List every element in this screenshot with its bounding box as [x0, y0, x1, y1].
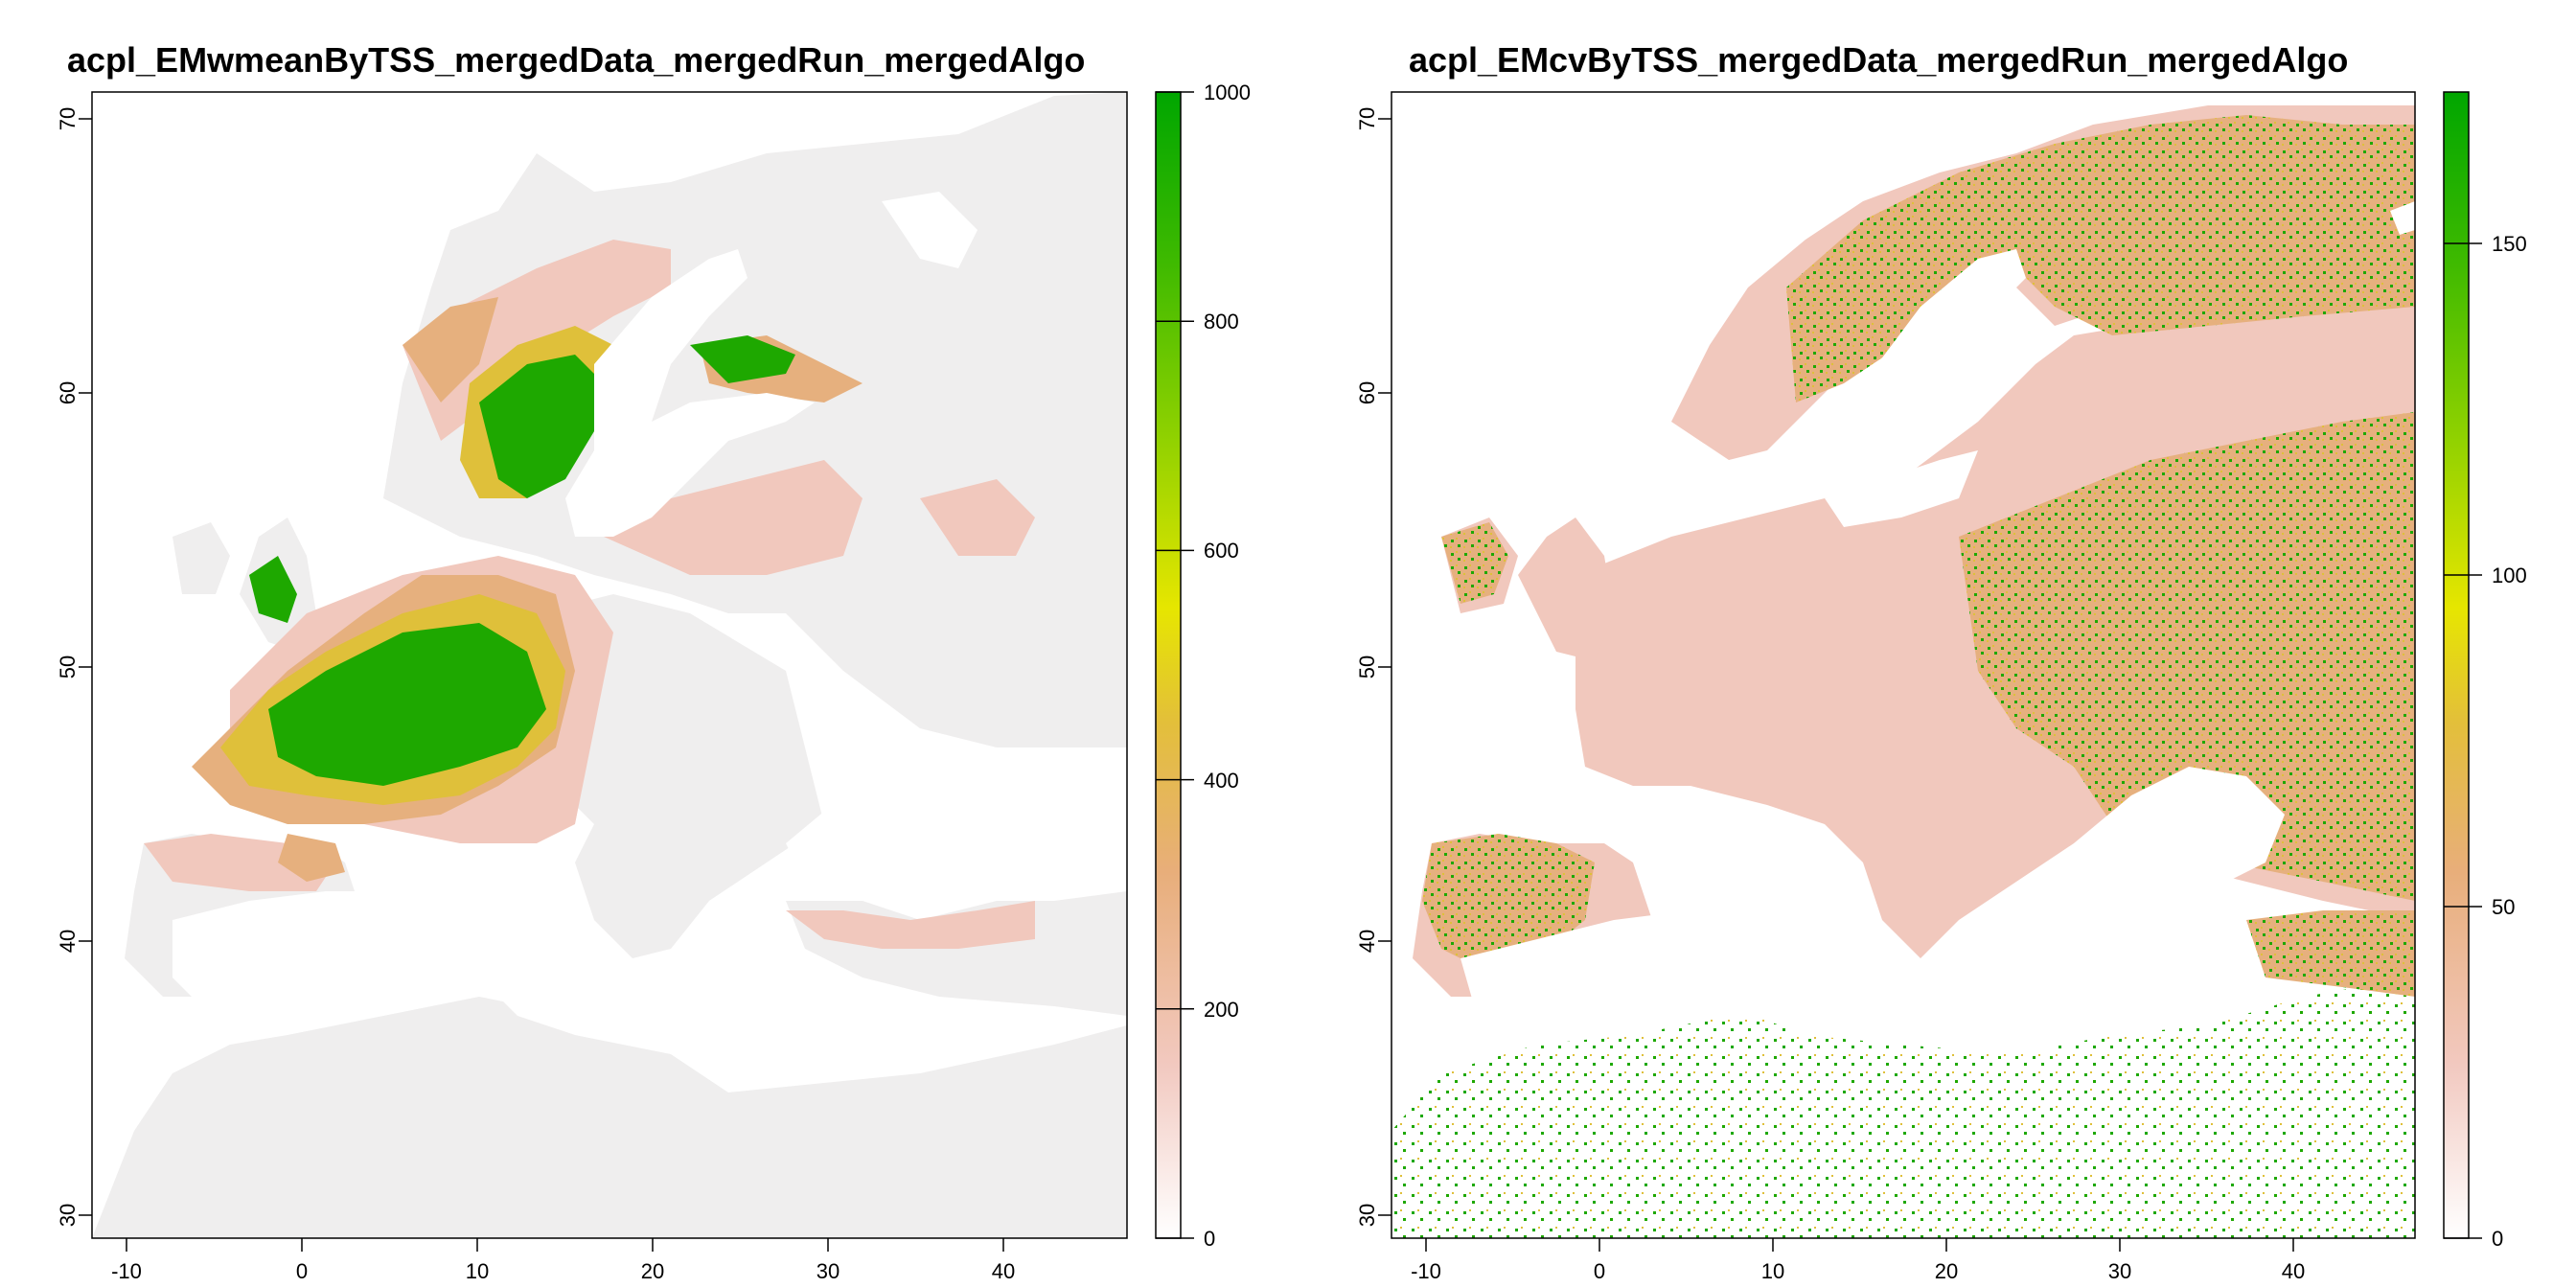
x-tick-label: 10 — [466, 1259, 489, 1283]
y-tick-label: 40 — [1355, 930, 1379, 953]
tan-region — [278, 834, 345, 882]
speckle-region — [1422, 834, 1595, 968]
legend-tick-label: 0 — [2492, 1227, 2503, 1251]
sparse-region — [1392, 978, 2415, 1238]
sea — [2074, 767, 2285, 891]
x-tick-label: 0 — [296, 1259, 308, 1283]
x-tick-label: 0 — [1594, 1259, 1605, 1283]
y-tick-label: 60 — [56, 381, 80, 404]
pink-region — [786, 901, 1035, 949]
legend-tick-label: 100 — [2492, 564, 2527, 587]
land-mass — [172, 522, 230, 594]
tan-region — [402, 297, 498, 402]
y-axis: 30 40 50 60 70 — [1355, 107, 1392, 1227]
green-region — [249, 556, 297, 623]
y-tick-label: 50 — [56, 656, 80, 678]
raster-map — [1392, 92, 2415, 1238]
y-tick-label: 30 — [56, 1204, 80, 1227]
x-axis: -10 0 10 20 30 40 — [111, 1238, 1015, 1283]
sea — [1460, 901, 2074, 1045]
legend-tick-label: 600 — [1204, 539, 1239, 563]
green-region — [479, 355, 604, 498]
pink-region — [604, 460, 862, 575]
green-region — [690, 335, 795, 383]
legend-colorbar — [1155, 91, 1182, 1239]
x-tick-label: 10 — [1761, 1259, 1784, 1283]
legend-tick-label: 1000 — [1204, 80, 1251, 104]
legend-tick-label: 400 — [1204, 769, 1239, 793]
x-tick-label: 40 — [2282, 1259, 2305, 1283]
map-panel-right: acpl_EMcvByTSS_mergedData_mergedRun_merg… — [1288, 0, 2576, 1288]
speckle-region — [1441, 522, 1508, 604]
y-tick-label: 70 — [1355, 107, 1379, 130]
map-panel-left: acpl_EMwmeanByTSS_mergedData_mergedRun_m… — [56, 40, 1251, 1283]
legend-tick-label: 50 — [2492, 895, 2515, 919]
legend-tick-label: 0 — [1204, 1227, 1215, 1251]
x-tick-label: 20 — [641, 1259, 664, 1283]
land-mass — [1518, 518, 1614, 661]
x-tick-label: 20 — [1935, 1259, 1958, 1283]
x-tick-label: 40 — [992, 1259, 1015, 1283]
legend-tick-label: 200 — [1204, 998, 1239, 1022]
sea — [786, 767, 997, 891]
sea — [2390, 201, 2415, 235]
y-tick-label: 50 — [1355, 656, 1379, 678]
plot-frame — [1391, 91, 2416, 1239]
legend-tick-label: 150 — [2492, 232, 2527, 256]
map-figure: 30 40 50 60 70 -10 0 10 20 30 40 — [56, 80, 1251, 1283]
green-region — [268, 623, 546, 786]
color-legend: 0 50 100 150 — [2443, 91, 2527, 1251]
speckle-region — [2246, 910, 2415, 997]
x-tick-label: -10 — [1411, 1259, 1441, 1283]
sea — [565, 249, 815, 537]
legend-colorbar — [2443, 91, 2470, 1239]
sea — [1863, 249, 2026, 450]
panel-title: acpl_EMwmeanByTSS_mergedData_mergedRun_m… — [67, 40, 1086, 80]
speckle-region — [1959, 412, 2415, 901]
y-axis: 30 40 50 60 70 — [56, 107, 92, 1227]
sea — [882, 192, 978, 268]
plot-frame — [91, 91, 1128, 1239]
speckle-region — [1786, 115, 2415, 402]
sea — [1825, 450, 1978, 527]
x-tick-label: 30 — [816, 1259, 840, 1283]
y-tick-label: 70 — [56, 107, 80, 130]
raster-map — [92, 92, 1127, 1238]
land-mass — [92, 978, 1127, 1238]
map-figure: 30 40 50 60 70 -10 0 10 20 30 40 0 — [1355, 91, 2527, 1283]
x-tick-label: 30 — [2108, 1259, 2131, 1283]
x-axis: -10 0 10 20 30 40 — [1411, 1238, 2305, 1283]
color-legend: 0 200 400 600 800 1000 — [1155, 80, 1251, 1251]
x-tick-label: -10 — [111, 1259, 142, 1283]
y-tick-label: 40 — [56, 930, 80, 953]
pink-region — [920, 479, 1035, 556]
y-tick-label: 30 — [1355, 1204, 1379, 1227]
sea — [172, 882, 824, 1045]
legend-tick-label: 800 — [1204, 310, 1239, 334]
panel-title: acpl_EMcvByTSS_mergedData_mergedRun_merg… — [1409, 40, 2349, 80]
y-tick-label: 60 — [1355, 381, 1379, 404]
